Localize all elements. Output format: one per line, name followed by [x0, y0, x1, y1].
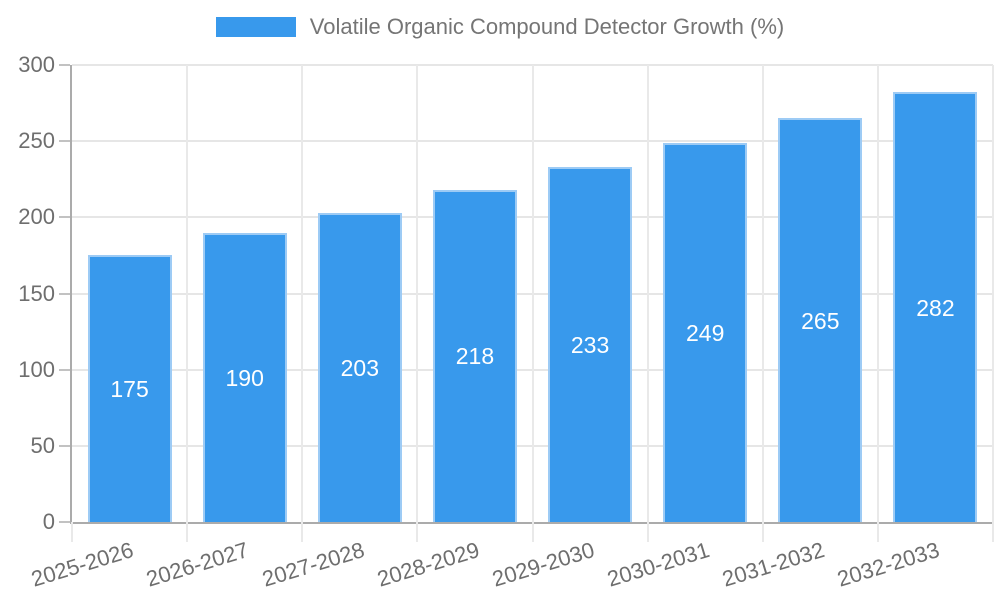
legend-item[interactable]: Volatile Organic Compound Detector Growt…: [215, 14, 785, 40]
legend-label: Volatile Organic Compound Detector Growt…: [309, 14, 785, 39]
x-gridline: [646, 65, 649, 522]
bar-value-label: 190: [225, 364, 264, 391]
x-axis-tick: [416, 522, 419, 542]
x-axis-tick: [992, 522, 994, 542]
bar-2032-2033[interactable]: 282: [893, 92, 978, 522]
y-tick-label: 0: [42, 509, 55, 534]
x-gridline: [876, 65, 879, 522]
y-axis-tick: [59, 368, 70, 371]
bar-value-label: 175: [110, 376, 149, 403]
bar-value-label: 249: [686, 319, 725, 346]
legend-swatch-icon: [215, 17, 296, 37]
plot-area: 0 50 100 150 200 250 300 175 190 203 218 233 249 265 2…: [18, 52, 994, 542]
x-tick-label: 2027-2028: [258, 537, 367, 592]
x-axis-tick: [646, 522, 649, 542]
x-axis-labels: 2025-2026 2026-2027 2027-2028 2028-2029 2029…: [29, 522, 993, 600]
x-gridline: [416, 65, 419, 522]
y-axis-tick: [59, 292, 70, 295]
x-tick-label: 2030-2031: [604, 537, 713, 592]
y-tick-label: 150: [18, 280, 55, 306]
x-axis-tick: [531, 522, 534, 542]
y-axis-tick: [59, 444, 70, 447]
y-tick-label: 50: [30, 432, 55, 458]
x-gridline: [531, 65, 534, 522]
bar-2025-2026[interactable]: 175: [87, 255, 172, 522]
bar-2031-2032[interactable]: 265: [778, 118, 863, 522]
x-axis-tick: [876, 522, 879, 542]
x-tick-label: 2028-2029: [374, 537, 482, 592]
bar-2029-2030[interactable]: 233: [548, 167, 633, 522]
y-axis-tick: [59, 140, 70, 143]
bar-value-label: 265: [801, 307, 840, 334]
bar-value-label: 203: [340, 354, 379, 381]
bar-value-label: 282: [916, 294, 955, 321]
x-gridline: [992, 65, 994, 522]
x-axis-tick: [71, 522, 73, 542]
y-axis-tick: [59, 216, 70, 219]
x-tick-label: 2032-2033: [834, 537, 943, 592]
x-tick-label: 2029-2030: [489, 537, 598, 592]
y-tick-label: 100: [18, 356, 55, 382]
chart-legend: Volatile Organic Compound Detector Growt…: [0, 14, 1000, 40]
y-axis-tick: [59, 64, 70, 66]
x-axis-tick: [301, 522, 304, 542]
bar-2027-2028[interactable]: 203: [317, 212, 402, 522]
bar-2028-2029[interactable]: 218: [432, 189, 517, 522]
y-tick-label: 200: [18, 204, 55, 230]
bar-value-label: 233: [570, 332, 610, 359]
x-axis-tick: [761, 522, 764, 542]
y-tick-label: 300: [18, 52, 55, 77]
bar-2026-2027[interactable]: 190: [202, 232, 287, 522]
y-axis-line: [70, 65, 72, 524]
bar-value-label: 218: [455, 343, 495, 370]
x-tick-label: 2031-2032: [719, 537, 828, 592]
x-tick-label: 2026-2027: [143, 537, 252, 592]
x-gridline: [761, 65, 764, 522]
bar-2030-2031[interactable]: 249: [663, 142, 748, 522]
x-tick-label: 2025-2026: [28, 537, 137, 592]
x-gridline: [301, 65, 304, 522]
x-gridline: [186, 65, 189, 522]
y-tick-label: 250: [18, 128, 55, 154]
x-axis-tick: [186, 522, 189, 542]
y-axis-tick: [59, 521, 70, 523]
